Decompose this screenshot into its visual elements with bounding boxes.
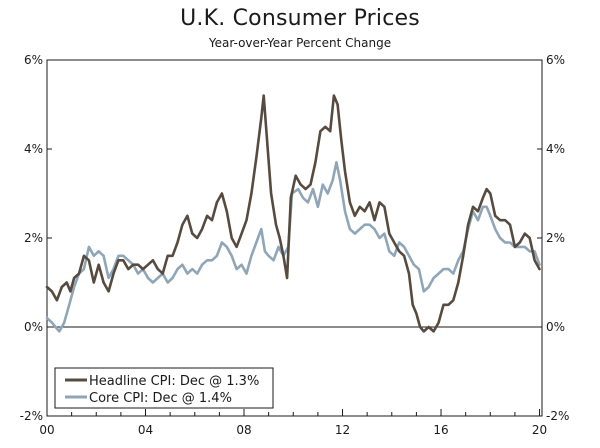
x-tick-label: 08 [236, 423, 251, 437]
y-tick-label-right: 4% [546, 142, 565, 156]
y-tick-label-right: -2% [546, 409, 569, 423]
y-tick-label-left: 2% [24, 231, 43, 245]
y-tick-label-right: 0% [546, 320, 565, 334]
y-tick-label-left: -2% [20, 409, 43, 423]
legend-label-core: Core CPI: Dec @ 1.4% [89, 391, 232, 406]
x-tick-label: 12 [335, 423, 350, 437]
y-tick-label-left: 0% [24, 320, 43, 334]
chart-frame [46, 59, 543, 417]
chart-legend: Headline CPI: Dec @ 1.3% Core CPI: Dec @ … [54, 367, 274, 409]
legend-label-headline: Headline CPI: Dec @ 1.3% [89, 374, 259, 389]
plot-frame [46, 59, 543, 417]
y-tick-label-right: 6% [546, 53, 565, 67]
chart-title: U.K. Consumer Prices [180, 6, 420, 31]
x-tick-label: 20 [532, 423, 547, 437]
chart-series [45, 94, 541, 333]
chart-subtitle: Year-over-Year Percent Change [208, 36, 392, 50]
y-tick-label-right: 2% [546, 231, 565, 245]
x-tick-label: 04 [138, 423, 153, 437]
chart-axes: 6% 6%4% 4%2% 2%0% 0%-2% -2%00 04 08 12 16 20 [20, 53, 570, 437]
y-tick-label-left: 6% [24, 53, 43, 67]
y-tick-label-left: 4% [24, 142, 43, 156]
legend-box [54, 367, 274, 409]
x-tick-label: 16 [433, 423, 448, 437]
x-tick-label: 00 [39, 423, 54, 437]
series-line-headline-cpi [45, 94, 541, 333]
